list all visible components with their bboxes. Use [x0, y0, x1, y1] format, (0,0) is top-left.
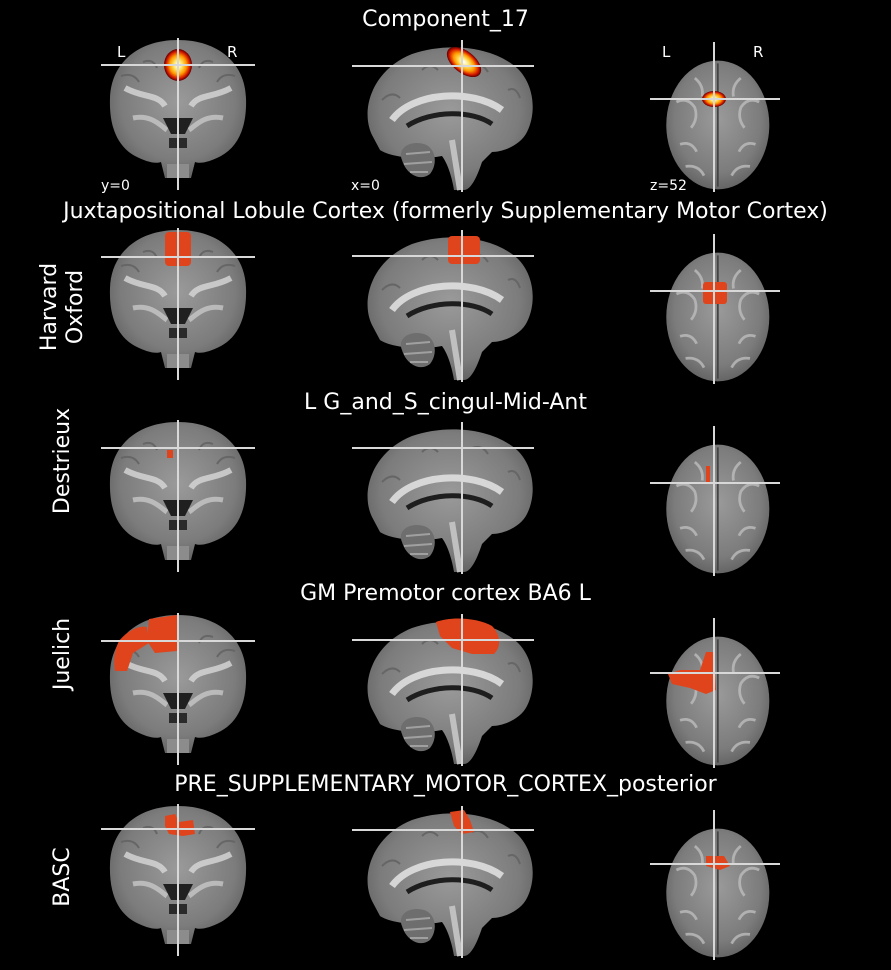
region-title-destrieux: L G_and_S_cingul-Mid-Ant — [0, 390, 891, 416]
atlas-label-harvard-oxford: Harvard Oxford — [37, 242, 89, 372]
basc-axial-view — [650, 810, 780, 960]
atlas-region-overlay — [706, 466, 710, 482]
component-sagittal-view — [352, 40, 534, 192]
atlas-region-overlay — [147, 615, 177, 653]
region-title-harvard-oxford: Juxtapositional Lobule Cortex (formerly … — [0, 199, 891, 225]
component-title: Component_17 — [0, 7, 891, 33]
region-title-juelich: GM Premotor cortex BA6 L — [0, 581, 891, 607]
component-coronal-view — [103, 38, 255, 190]
atlas-label-line2: Oxford — [63, 242, 89, 372]
destrieux-coronal-view — [103, 420, 255, 572]
region-title-basc: PRE_SUPPLEMENTARY_MOTOR_CORTEX_posterior — [0, 772, 891, 798]
harvard-oxford-axial-view — [650, 234, 780, 384]
atlas-label-juelich: Juelich — [50, 591, 76, 717]
destrieux-axial-view — [650, 426, 780, 576]
harvard-oxford-sagittal-view — [352, 230, 534, 382]
component-axial-view — [650, 42, 780, 192]
atlas-label-line1: Harvard — [37, 242, 63, 372]
atlas-label-destrieux: Destrieux — [50, 398, 76, 524]
basc-coronal-view — [103, 804, 255, 956]
destrieux-sagittal-view — [352, 422, 534, 574]
harvard-oxford-coronal-view — [103, 228, 255, 380]
atlas-region-overlay — [448, 236, 480, 264]
juelich-coronal-view — [103, 613, 255, 765]
juelich-axial-view — [650, 618, 780, 768]
atlas-region-overlay — [167, 450, 173, 458]
juelich-sagittal-view — [352, 614, 534, 766]
atlas-label-basc: BASC — [50, 814, 76, 940]
basc-sagittal-view — [352, 806, 534, 958]
